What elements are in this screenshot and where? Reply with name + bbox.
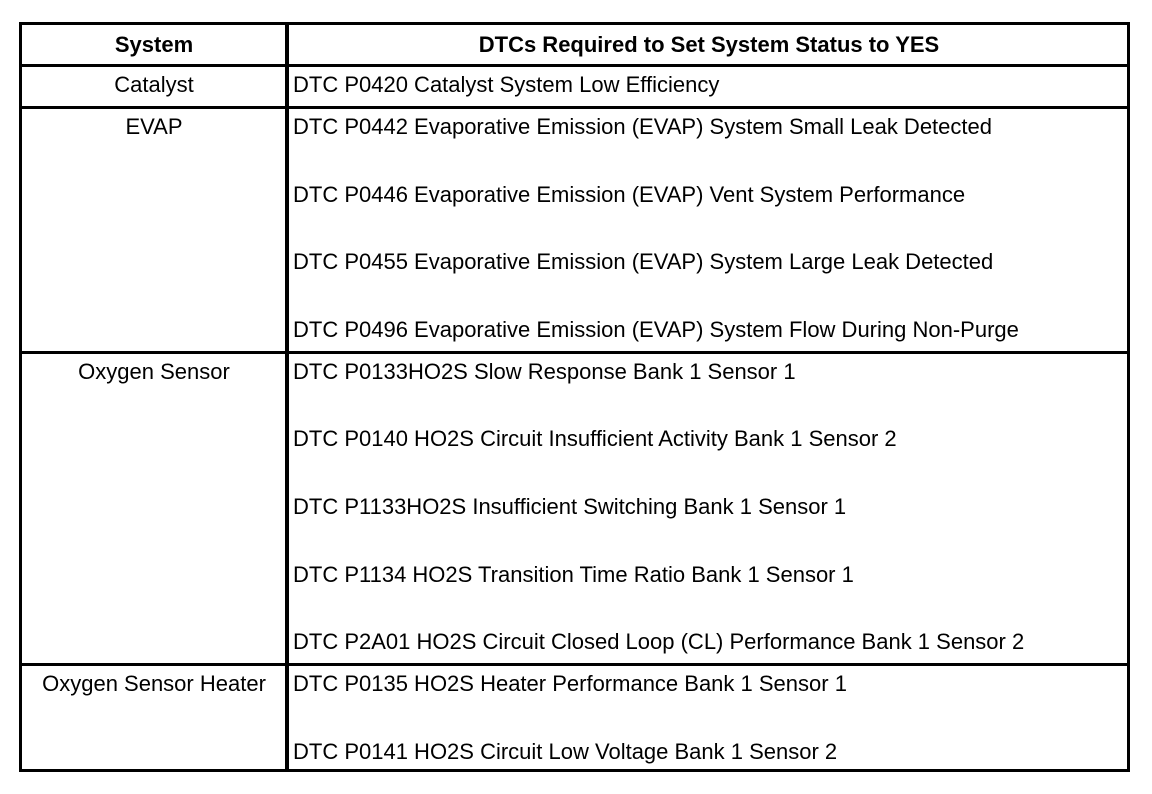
dtc-text: DTC P0420 Catalyst System Low Efficiency	[293, 72, 720, 97]
dtc-text: DTC P0455 Evaporative Emission (EVAP) Sy…	[293, 249, 994, 275]
system-cell: Oxygen Sensor	[78, 358, 230, 384]
system-cell: Oxygen Sensor Heater	[42, 671, 266, 697]
system-cell: Catalyst	[114, 72, 194, 97]
dtc-text: DTC P1133HO2S Insufficient Switching Ban…	[293, 494, 847, 519]
dtc-table: System DTCs Required to Set System Statu…	[19, 22, 1130, 772]
row-divider	[22, 663, 1127, 667]
dtc-text: DTC P1134 HO2S Transition Time Ratio Ban…	[293, 561, 854, 587]
column-divider	[285, 25, 289, 769]
row-divider	[22, 64, 1127, 67]
dtc-text: DTC P0133HO2S Slow Response Bank 1 Senso…	[293, 358, 796, 384]
row-divider	[22, 106, 1127, 109]
dtc-text: DTC P0135 HO2S Heater Performance Bank 1…	[293, 671, 847, 697]
row-divider	[22, 350, 1127, 354]
dtc-text: DTC P0141 HO2S Circuit Low Voltage Bank …	[293, 738, 838, 764]
header-cell: DTCs Required to Set System Status to YE…	[478, 32, 940, 57]
dtc-text: DTC P2A01 HO2S Circuit Closed Loop (CL) …	[293, 629, 1025, 655]
system-cell: EVAP	[125, 114, 183, 139]
header-cell: System	[114, 32, 194, 57]
dtc-text: DTC P0140 HO2S Circuit Insufficient Acti…	[293, 426, 897, 452]
dtc-text: DTC P0446 Evaporative Emission (EVAP) Ve…	[293, 181, 966, 207]
dtc-text: DTC P0442 Evaporative Emission (EVAP) Sy…	[293, 114, 992, 139]
dtc-text: DTC P0496 Evaporative Emission (EVAP) Sy…	[293, 316, 1019, 342]
